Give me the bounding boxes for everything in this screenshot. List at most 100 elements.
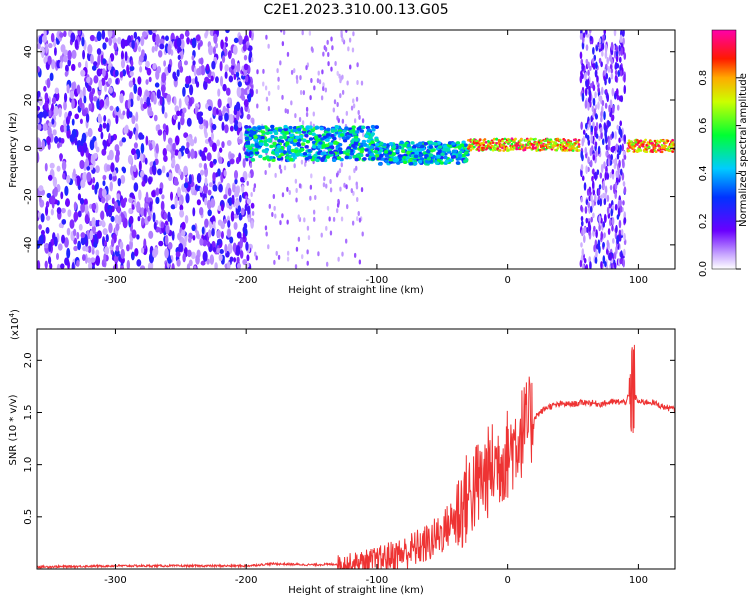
heatmap-cell <box>89 34 95 42</box>
heatmap-cell <box>613 30 617 37</box>
heatmap-cell <box>580 150 583 159</box>
heatmap-cell <box>609 252 613 261</box>
heatmap-cell <box>235 245 241 257</box>
heatmap-cell <box>236 62 241 73</box>
heatmap-cell <box>567 140 570 144</box>
heatmap-cell <box>623 73 626 83</box>
heatmap-cell <box>325 133 331 137</box>
heatmap-cell <box>588 223 592 233</box>
heatmap-cell <box>102 42 107 50</box>
heatmap-cell <box>614 92 617 100</box>
heatmap-cell <box>518 142 522 146</box>
heatmap-cell <box>614 74 618 83</box>
heatmap-cell <box>252 187 256 193</box>
heatmap-cell <box>37 117 40 124</box>
heatmap-cell <box>584 99 588 109</box>
heatmap-cell <box>345 152 350 157</box>
heatmap-cell <box>269 144 274 149</box>
heatmap-cell <box>671 138 675 142</box>
heatmap-cell <box>619 70 623 77</box>
heatmap-cell <box>106 122 110 133</box>
heatmap-cell <box>317 70 320 76</box>
heatmap-cell <box>336 202 340 208</box>
heatmap-cell <box>618 44 621 52</box>
heatmap-cell <box>202 184 208 194</box>
heatmap-cell <box>140 247 145 254</box>
heatmap-cell <box>620 229 624 236</box>
heatmap-cell <box>274 136 279 141</box>
heatmap-cell <box>59 32 64 38</box>
heatmap-cell <box>147 215 151 222</box>
heatmap-cell <box>609 218 612 227</box>
heatmap-cell <box>594 126 597 133</box>
heatmap-cell <box>99 99 105 108</box>
heatmap-cell <box>605 144 609 151</box>
heatmap-cell <box>126 259 131 269</box>
heatmap-cell <box>325 155 331 159</box>
heatmap-cell <box>483 138 487 141</box>
colorbar-tick-label: 0.2 <box>698 213 709 229</box>
heatmap-cell <box>83 95 87 104</box>
heatmap-cell <box>117 215 122 226</box>
heatmap-cell <box>475 139 479 143</box>
heatmap-cell <box>332 141 338 145</box>
heatmap-cell <box>598 37 602 44</box>
heatmap-cell <box>120 265 124 269</box>
heatmap-cell <box>604 261 607 268</box>
heatmap-cell <box>604 88 608 95</box>
heatmap-cell <box>159 38 165 45</box>
heatmap-cell <box>591 58 595 65</box>
heatmap-cell <box>341 37 344 43</box>
heatmap-cell <box>298 116 302 122</box>
heatmap-cell <box>309 121 313 127</box>
heatmap-cell <box>166 144 171 152</box>
heatmap-cell <box>149 110 154 117</box>
heatmap-cell <box>179 204 184 211</box>
heatmap-cell <box>110 135 115 142</box>
heatmap-cell <box>322 86 325 92</box>
heatmap-cell <box>345 30 348 33</box>
heatmap-cell <box>286 186 289 192</box>
heatmap-cell <box>128 131 133 140</box>
heatmap-cell <box>620 250 623 259</box>
heatmap-cell <box>191 55 195 61</box>
heatmap-cell <box>572 147 576 150</box>
heatmap-cell <box>105 196 109 203</box>
heatmap-cell <box>614 203 618 211</box>
y-tick-label: 0.5 <box>23 509 34 525</box>
heatmap-cell <box>186 141 190 149</box>
heatmap-cell <box>210 132 214 141</box>
heatmap-cell <box>326 39 329 45</box>
heatmap-cell <box>336 70 339 76</box>
heatmap-cell <box>341 74 344 80</box>
heatmap-cell <box>166 172 170 178</box>
heatmap-cell <box>278 135 284 140</box>
x-tick-label: -100 <box>366 575 389 586</box>
heatmap-cell <box>349 151 355 156</box>
heatmap-cell <box>62 55 68 63</box>
heatmap-cell <box>56 165 61 172</box>
heatmap-cell <box>276 144 282 149</box>
heatmap-cell <box>441 147 446 152</box>
heatmap-cell <box>207 241 211 248</box>
heatmap-cell <box>49 162 55 169</box>
heatmap-cell <box>247 84 250 90</box>
heatmap-cell <box>44 260 48 269</box>
heatmap-cell <box>333 99 337 105</box>
heatmap-cell <box>267 106 271 112</box>
heatmap-cell <box>145 60 150 68</box>
heatmap-cell <box>109 105 114 111</box>
heatmap-cell <box>577 143 581 146</box>
heatmap-cell <box>79 159 85 170</box>
heatmap-cell <box>310 46 314 52</box>
heatmap-cell <box>221 121 225 132</box>
heatmap-cell <box>237 205 242 213</box>
heatmap-cell <box>577 145 581 148</box>
heatmap-cell <box>585 165 588 174</box>
heatmap-cell <box>616 214 620 220</box>
heatmap-cell <box>198 162 203 168</box>
heatmap-cell <box>643 140 646 144</box>
heatmap-cell <box>214 185 218 192</box>
heatmap-cell <box>236 262 242 269</box>
heatmap-cell <box>528 146 532 149</box>
